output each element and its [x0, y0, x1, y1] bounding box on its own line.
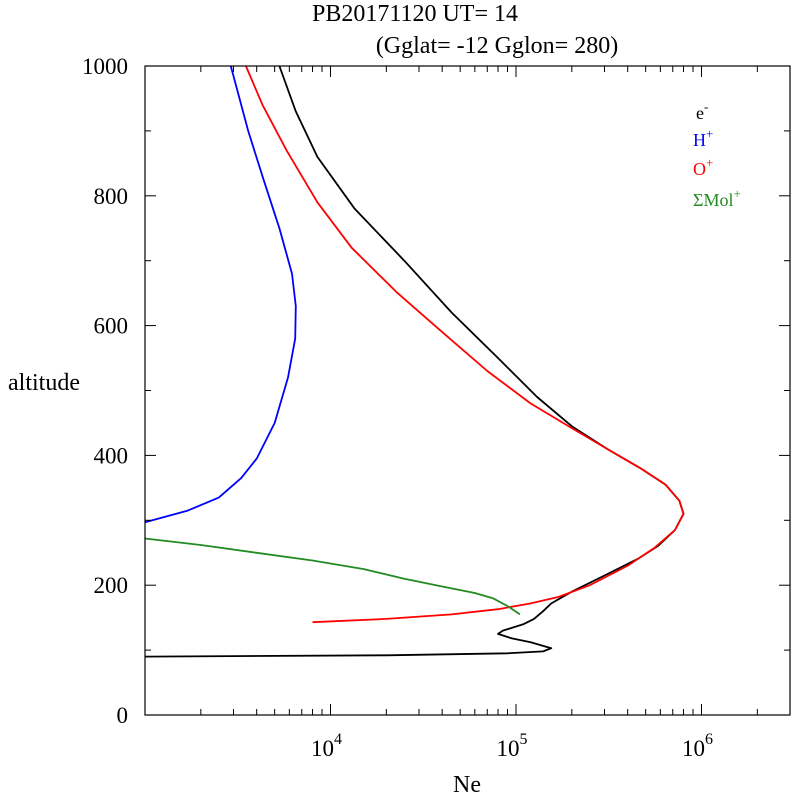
- legend-sup: +: [706, 126, 713, 141]
- x-tick-exp: 6: [705, 731, 713, 748]
- legend-label: ΣMol: [693, 190, 733, 210]
- y-tick-label: 0: [117, 703, 129, 728]
- legend: e-H+O+ΣMol+: [693, 99, 741, 210]
- x-tick-label: 104: [311, 731, 342, 761]
- tick-layer: [144, 65, 791, 716]
- legend-sup: +: [706, 155, 713, 170]
- x-tick-label: 106: [682, 731, 713, 761]
- series-line-oxygen: [245, 65, 685, 624]
- legend-sup: +: [733, 186, 740, 201]
- legend-entry-electron: e-: [696, 99, 708, 123]
- x-tick-labels: 104 105 106: [311, 731, 713, 761]
- legend-entry-oxygen: O+: [693, 155, 713, 179]
- x-tick-base: 10: [682, 736, 705, 761]
- series-line-molecular: [144, 537, 521, 616]
- x-tick-exp: 4: [334, 731, 342, 748]
- chart-subtitle: (Gglat= -12 Gglon= 280): [376, 33, 618, 59]
- y-tick-label: 800: [94, 184, 129, 209]
- y-tick-label: 400: [94, 443, 129, 468]
- x-tick-label: 105: [496, 731, 527, 761]
- x-axis-label: Ne: [453, 772, 481, 795]
- y-tick-label: 1000: [82, 54, 128, 79]
- x-tick-base: 10: [496, 736, 519, 761]
- x-tick-base: 10: [311, 736, 334, 761]
- y-tick-label: 600: [94, 314, 129, 339]
- legend-entry-molecular: ΣMol+: [693, 186, 741, 210]
- legend-label: H: [693, 130, 706, 150]
- chart-title: PB20171120 UT= 14: [312, 1, 518, 27]
- legend-label: O: [693, 159, 706, 179]
- legend-label: e: [696, 103, 704, 123]
- y-tick-labels: 0 200 400 600 800 1000: [82, 54, 128, 728]
- y-axis-label: altitude: [8, 370, 80, 396]
- legend-sup: -: [704, 99, 708, 114]
- x-tick-exp: 5: [519, 731, 527, 748]
- series-line-hydrogen: [144, 65, 297, 524]
- series-line-electron: [144, 65, 685, 658]
- y-tick-label: 200: [94, 573, 129, 598]
- legend-entry-hydrogen: H+: [693, 126, 713, 150]
- series-layer: [144, 65, 685, 658]
